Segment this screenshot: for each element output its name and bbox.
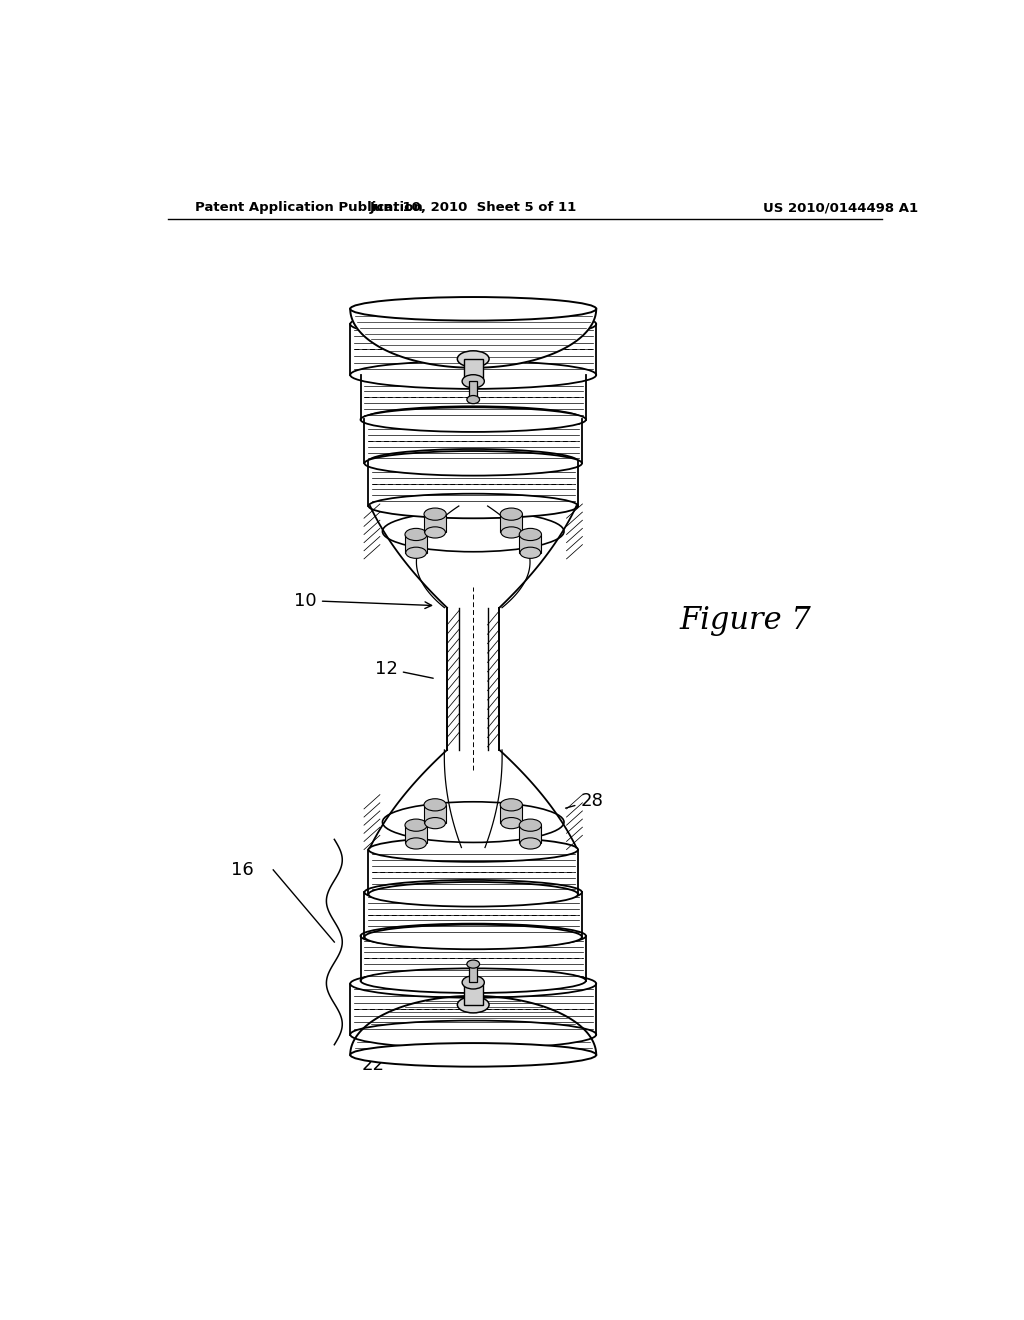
Ellipse shape xyxy=(501,817,521,829)
Bar xyxy=(369,843,578,900)
Ellipse shape xyxy=(365,925,582,949)
Bar xyxy=(464,982,482,1005)
Ellipse shape xyxy=(365,451,582,475)
Text: 10: 10 xyxy=(294,591,431,610)
Text: Jun. 10, 2010  Sheet 5 of 11: Jun. 10, 2010 Sheet 5 of 11 xyxy=(370,201,577,214)
Ellipse shape xyxy=(365,880,582,904)
Bar xyxy=(464,359,482,381)
Ellipse shape xyxy=(462,975,484,989)
Ellipse shape xyxy=(425,817,445,829)
Text: 12: 12 xyxy=(375,660,433,678)
Ellipse shape xyxy=(369,882,578,907)
Ellipse shape xyxy=(467,396,479,404)
Bar xyxy=(350,977,596,1041)
Bar xyxy=(404,535,427,553)
Ellipse shape xyxy=(500,799,522,810)
Ellipse shape xyxy=(369,837,578,862)
Polygon shape xyxy=(350,995,596,1055)
Ellipse shape xyxy=(382,511,564,552)
Ellipse shape xyxy=(501,527,521,539)
Bar xyxy=(447,607,500,750)
Bar xyxy=(469,381,477,400)
Ellipse shape xyxy=(462,375,484,388)
Bar xyxy=(360,929,586,987)
Bar xyxy=(365,412,582,470)
Bar xyxy=(369,455,578,512)
Ellipse shape xyxy=(360,363,586,387)
Ellipse shape xyxy=(520,548,541,558)
Bar xyxy=(360,368,586,426)
Ellipse shape xyxy=(365,407,582,430)
Ellipse shape xyxy=(519,528,542,541)
Ellipse shape xyxy=(350,360,596,389)
Ellipse shape xyxy=(404,818,427,832)
Bar xyxy=(500,515,522,532)
Ellipse shape xyxy=(382,801,564,842)
Ellipse shape xyxy=(500,508,522,520)
Ellipse shape xyxy=(350,1020,596,1048)
Polygon shape xyxy=(370,506,577,607)
Ellipse shape xyxy=(369,494,578,519)
Bar xyxy=(404,825,427,843)
Bar xyxy=(350,317,596,381)
Ellipse shape xyxy=(360,408,586,432)
Bar xyxy=(424,515,446,532)
Ellipse shape xyxy=(350,1043,596,1067)
Ellipse shape xyxy=(424,508,446,520)
Ellipse shape xyxy=(350,310,596,338)
Bar xyxy=(500,805,522,824)
Ellipse shape xyxy=(520,838,541,849)
Text: 28: 28 xyxy=(565,792,603,809)
Text: Patent Application Publication: Patent Application Publication xyxy=(196,201,423,214)
Ellipse shape xyxy=(350,970,596,998)
Polygon shape xyxy=(370,750,577,847)
Bar xyxy=(424,805,446,824)
Bar xyxy=(519,825,542,843)
Bar xyxy=(365,886,582,942)
Ellipse shape xyxy=(458,997,489,1012)
Ellipse shape xyxy=(425,527,445,539)
Text: Figure 7: Figure 7 xyxy=(680,606,811,636)
Bar xyxy=(519,535,542,553)
Ellipse shape xyxy=(467,960,479,968)
Ellipse shape xyxy=(369,449,578,474)
Text: 16: 16 xyxy=(230,861,253,879)
Ellipse shape xyxy=(424,799,446,810)
Ellipse shape xyxy=(406,838,426,849)
Ellipse shape xyxy=(360,924,586,948)
Ellipse shape xyxy=(406,548,426,558)
Text: 22: 22 xyxy=(362,1055,415,1074)
Ellipse shape xyxy=(519,818,542,832)
Bar xyxy=(469,964,477,982)
Ellipse shape xyxy=(350,297,596,321)
Text: US 2010/0144498 A1: US 2010/0144498 A1 xyxy=(763,201,918,214)
Ellipse shape xyxy=(404,528,427,541)
Polygon shape xyxy=(350,309,596,368)
Ellipse shape xyxy=(458,351,489,367)
Ellipse shape xyxy=(360,969,586,993)
